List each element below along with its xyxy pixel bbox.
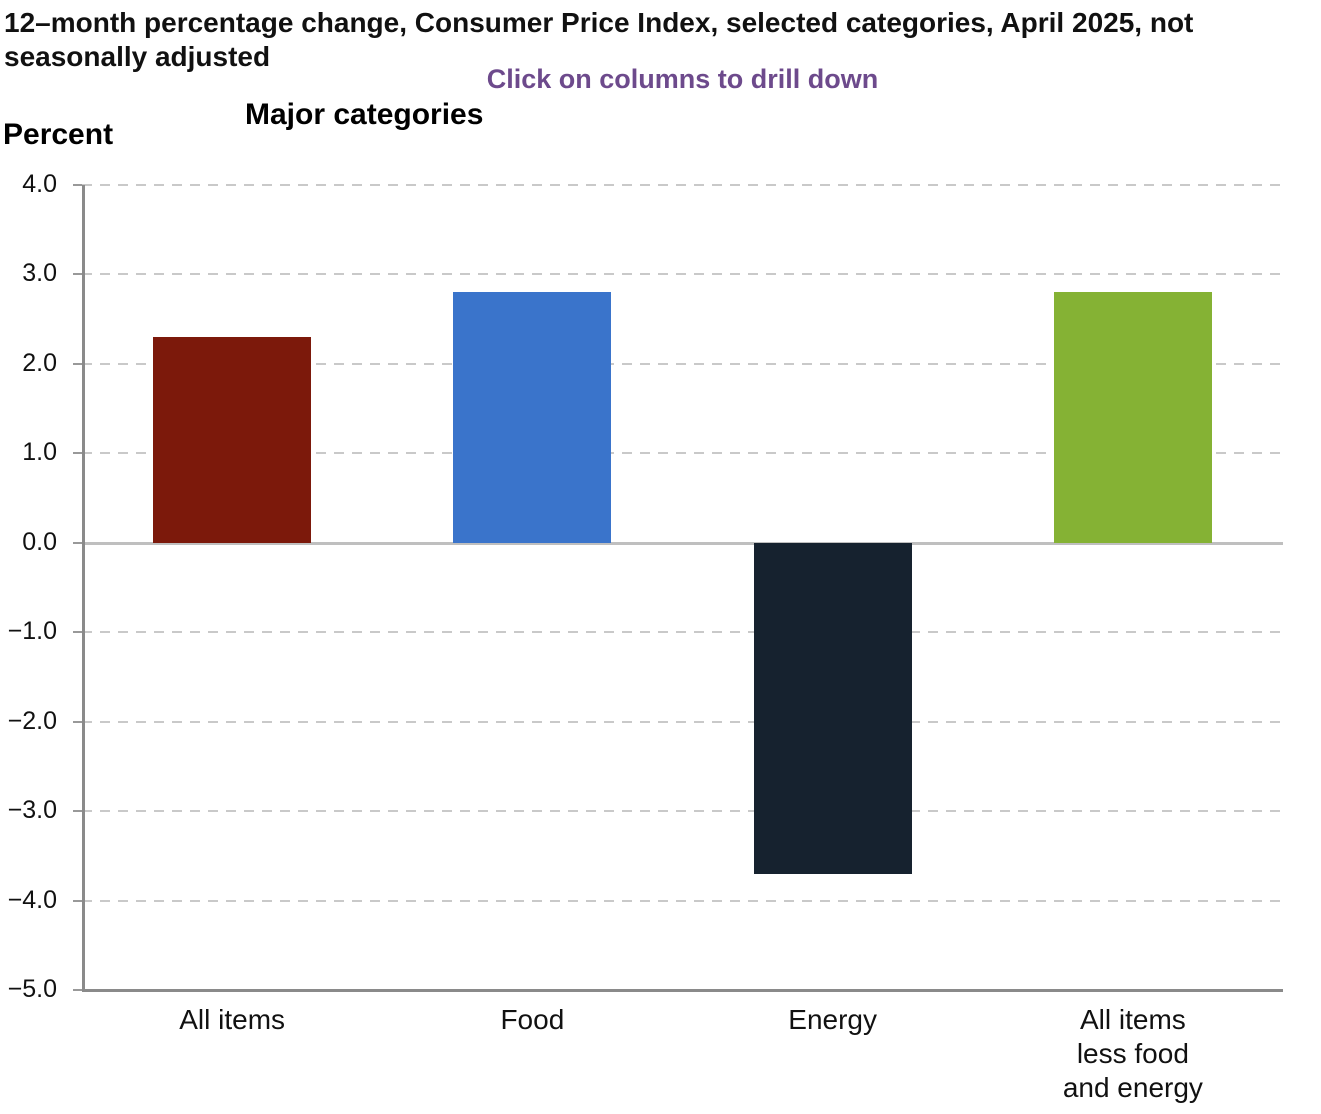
chart-title: 12–month percentage change, Consumer Pri… bbox=[4, 7, 1194, 72]
gridline bbox=[82, 720, 1283, 723]
chart-heading: Major categories bbox=[245, 98, 484, 131]
y-axis-line bbox=[82, 185, 85, 992]
y-tick-label: −5.0 bbox=[7, 975, 57, 1003]
gridline bbox=[82, 810, 1283, 813]
gridline bbox=[82, 273, 1283, 276]
x-tick-label-all-items: All items bbox=[179, 1004, 286, 1035]
gridline bbox=[82, 452, 1283, 455]
y-axis-tick bbox=[73, 720, 82, 723]
gridline bbox=[82, 362, 1283, 365]
gridline bbox=[82, 541, 1283, 545]
y-axis-tick bbox=[73, 810, 82, 813]
x-axis-line bbox=[82, 989, 1283, 992]
drilldown-hint: Click on columns to drill down bbox=[486, 64, 879, 94]
x-tick-label-food: Food bbox=[500, 1004, 565, 1035]
y-tick-label: −3.0 bbox=[7, 796, 57, 825]
y-axis-tick bbox=[73, 452, 82, 455]
y-tick-label: 4.0 bbox=[22, 170, 57, 198]
y-axis-tick bbox=[73, 899, 82, 902]
gridline bbox=[82, 184, 1283, 186]
y-tick-label: 1.0 bbox=[22, 438, 57, 467]
y-tick-label: −4.0 bbox=[7, 885, 57, 914]
y-tick-label: −1.0 bbox=[7, 617, 57, 646]
y-axis-tick bbox=[73, 631, 82, 634]
y-tick-label: 2.0 bbox=[22, 348, 57, 377]
y-axis-tick bbox=[73, 989, 82, 991]
y-axis-tick bbox=[73, 541, 82, 544]
gridline bbox=[82, 631, 1283, 634]
x-tick-label-all-items: All items less food and energy bbox=[1062, 1004, 1203, 1103]
y-tick-label: 0.0 bbox=[22, 527, 57, 556]
y-axis-tick bbox=[73, 273, 82, 276]
bar-all-items[interactable] bbox=[1053, 292, 1212, 543]
gridline bbox=[82, 899, 1283, 902]
bar-energy[interactable] bbox=[753, 542, 912, 874]
x-tick-label-energy: Energy bbox=[788, 1004, 877, 1035]
y-tick-label: −2.0 bbox=[7, 706, 57, 735]
bar-all-items[interactable] bbox=[153, 337, 312, 543]
bar-food[interactable] bbox=[453, 292, 612, 543]
y-axis-tick bbox=[73, 362, 82, 365]
y-axis-unit-label: Percent bbox=[3, 118, 114, 151]
y-axis-tick bbox=[73, 184, 82, 186]
y-tick-label: 3.0 bbox=[22, 259, 57, 288]
